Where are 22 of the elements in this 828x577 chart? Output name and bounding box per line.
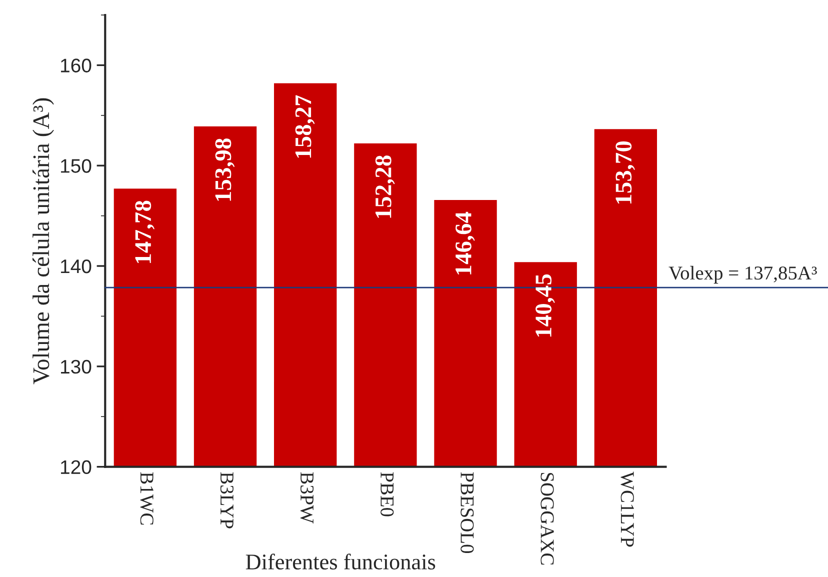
x-tick-label: WC1LYP — [620, 472, 634, 547]
data-label: 146,64 — [456, 212, 475, 274]
x-tick-label: PBESOL0 — [460, 472, 474, 554]
data-label: 152,28 — [375, 156, 395, 218]
x-tick-label: PBE0 — [380, 472, 394, 516]
y-tick-label: 130 — [61, 360, 92, 374]
y-axis-title: Volume da célula unitária (A³) — [32, 98, 54, 384]
y-tick-label: 160 — [61, 58, 92, 72]
x-tick-label: B1WC — [140, 472, 154, 525]
y-tick-label: 120 — [61, 460, 92, 474]
data-label: 153,98 — [215, 138, 235, 201]
data-label: 158,27 — [295, 95, 315, 158]
y-tick-label: 150 — [61, 159, 92, 173]
y-tick-label: 140 — [61, 259, 92, 274]
data-label: 147,78 — [135, 200, 155, 263]
data-label: 140,45 — [536, 274, 555, 337]
ref-line-label: Volexp = 137,85A³ — [668, 266, 817, 284]
x-tick-label: SOGGAXC — [540, 472, 554, 565]
x-axis-title: Diferentes funcionais — [246, 554, 436, 570]
x-tick-label: B3LYP — [220, 472, 234, 528]
x-tick-label: B3PW — [300, 472, 314, 524]
data-label: 153,70 — [616, 141, 636, 204]
